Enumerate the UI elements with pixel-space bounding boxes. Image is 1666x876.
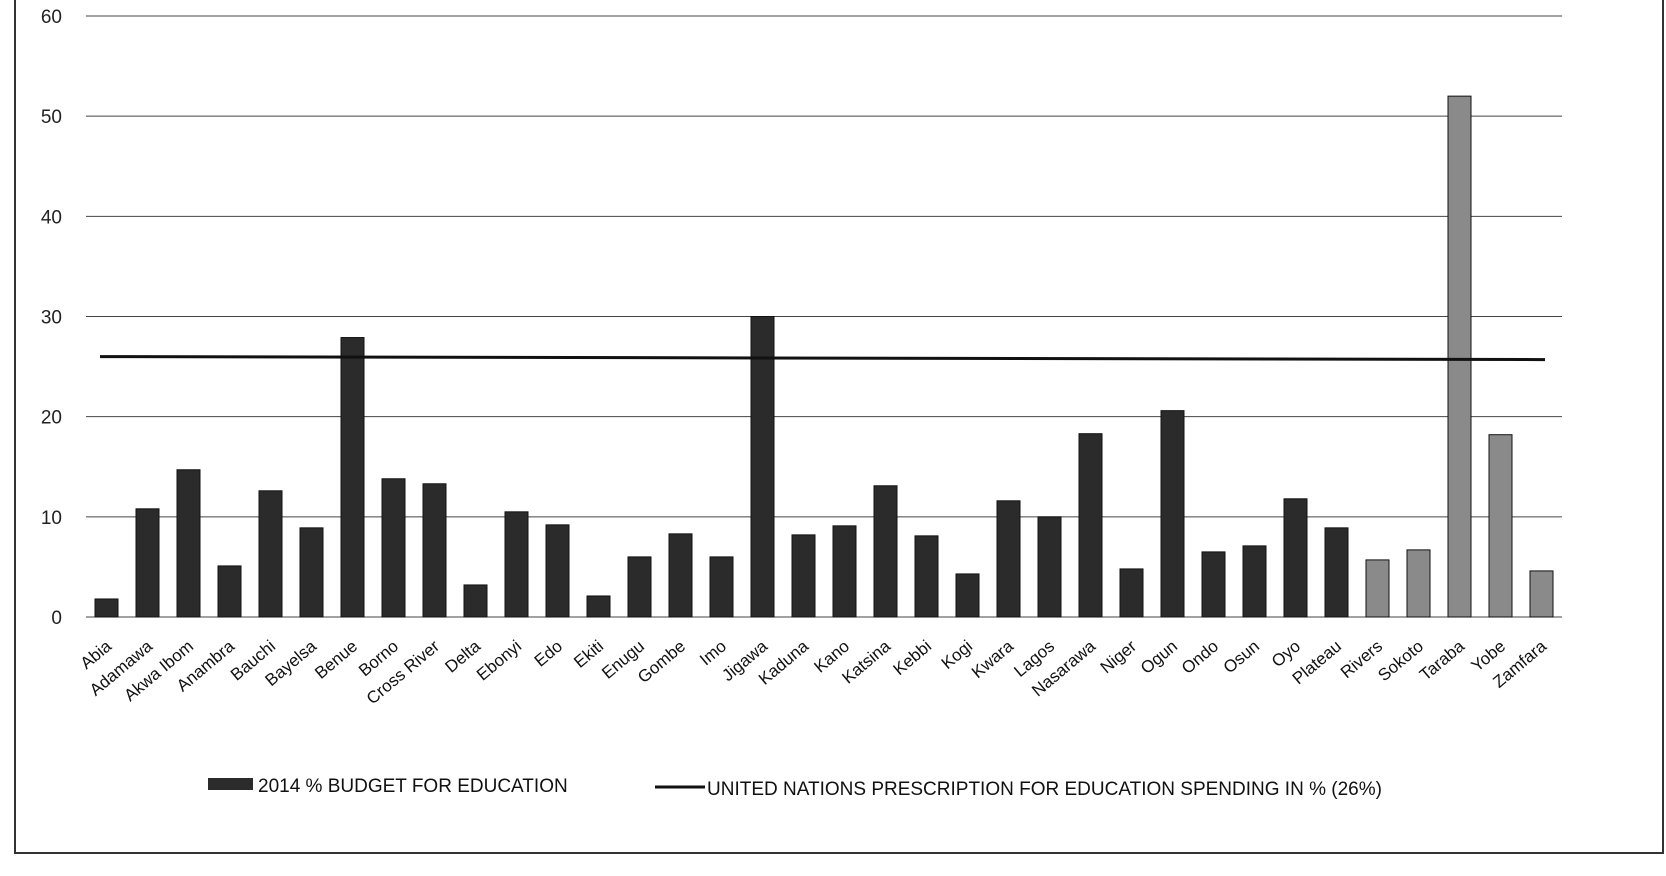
bar	[299, 527, 324, 618]
x-category-label: Benue	[311, 637, 361, 683]
bar	[586, 595, 611, 618]
bar	[873, 485, 898, 618]
bar	[504, 511, 529, 618]
y-tick-label: 10	[41, 508, 62, 529]
bar	[176, 469, 201, 618]
bar	[545, 524, 570, 618]
grid-lines	[86, 15, 1562, 618]
legend-swatch-bars	[208, 778, 253, 790]
bar	[750, 316, 775, 618]
x-category-label: Kebbi	[890, 637, 936, 680]
bar	[1365, 559, 1390, 618]
bar	[668, 533, 693, 618]
bar	[1283, 498, 1308, 618]
y-tick-label: 60	[41, 7, 62, 28]
bar	[1324, 527, 1349, 618]
y-tick-label: 30	[41, 308, 62, 329]
x-category-label: Kwara	[968, 636, 1018, 682]
bar	[94, 598, 119, 618]
x-category-label: Taraba	[1416, 636, 1468, 684]
bar	[1201, 551, 1226, 618]
bar	[996, 500, 1021, 618]
x-category-label: Niger	[1097, 636, 1141, 677]
bar	[1078, 433, 1103, 618]
legend-label-line: UNITED NATIONS PRESCRIPTION FOR EDUCATIO…	[707, 779, 1382, 800]
legend-label-bars: 2014 % BUDGET FOR EDUCATION	[258, 776, 568, 797]
bar	[1406, 549, 1431, 618]
y-axis-ticks: 0 10 20 30 40 50 60	[41, 7, 62, 629]
x-category-label: Osun	[1220, 637, 1263, 678]
bar	[914, 535, 939, 618]
bar	[1447, 95, 1472, 618]
bar	[832, 525, 857, 618]
y-tick-label: 40	[41, 207, 62, 228]
chart-frame	[14, 0, 1664, 854]
bar	[1119, 568, 1144, 618]
bar	[1242, 545, 1267, 618]
x-category-label: Sokoto	[1374, 637, 1427, 686]
bar	[791, 534, 816, 618]
x-category-label: Ebonyi	[473, 637, 525, 685]
un-prescription-line	[99, 355, 1546, 362]
bar	[1529, 570, 1554, 618]
bar	[381, 478, 406, 618]
y-tick-label: 0	[51, 608, 62, 629]
x-category-label: Ogun	[1137, 637, 1181, 678]
x-category-label: Gombe	[634, 637, 689, 687]
bar	[258, 490, 283, 618]
bar	[422, 483, 447, 618]
bar	[1160, 410, 1185, 618]
bar	[1037, 516, 1062, 618]
bar	[463, 584, 488, 618]
bar	[135, 508, 160, 618]
bar	[1488, 434, 1513, 618]
bar	[709, 556, 734, 618]
y-tick-label: 50	[41, 107, 62, 128]
bar	[955, 573, 980, 618]
reference-line	[99, 355, 1546, 362]
legend: 2014 % BUDGET FOR EDUCATION UNITED NATIO…	[208, 776, 1382, 800]
bar	[217, 565, 242, 618]
x-category-label: Ondo	[1178, 637, 1222, 678]
bars	[94, 95, 1554, 618]
x-category-label: Edo	[531, 637, 566, 671]
bar	[627, 556, 652, 618]
bar	[340, 337, 365, 618]
y-tick-label: 20	[41, 408, 62, 429]
